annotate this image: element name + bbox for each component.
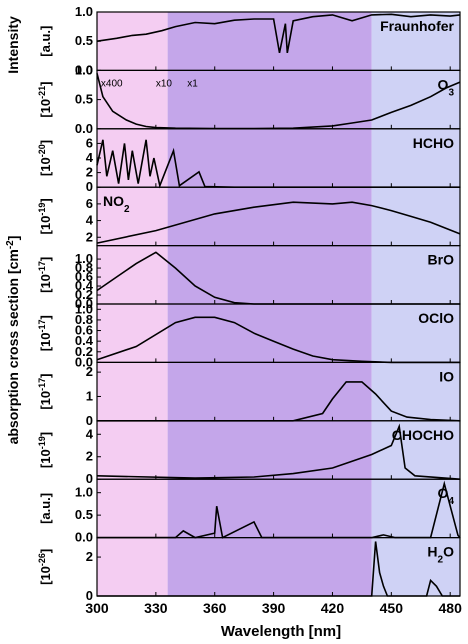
y-tick-label: 6 — [86, 135, 93, 150]
y-tick-label: 0 — [86, 588, 93, 603]
spectrum-line-io — [97, 381, 461, 422]
y-tick-label: 4 — [86, 213, 94, 228]
y-tick-label: 1.0 — [75, 251, 93, 266]
y-tick-label: 0.8 — [75, 260, 93, 275]
scale-annotation: x400 — [101, 78, 123, 89]
y-tick-label: 0.6 — [75, 269, 93, 284]
panel-no2: 24 6 [10-19] NO2 — [37, 186, 461, 247]
spectrum-line-bro — [96, 251, 460, 305]
species-label-io: IO — [439, 368, 454, 384]
x-tick-label: 330 — [144, 600, 168, 616]
scale-annotation: x10 — [156, 78, 173, 89]
spectrum-line-no2 — [96, 201, 461, 244]
unit-label: [10-17] — [37, 257, 53, 293]
unit-label: [10-17] — [37, 315, 53, 351]
y-tick-label: 2 — [86, 549, 93, 564]
y-tick-label: 0 — [86, 413, 93, 428]
x-tick-label: 300 — [85, 600, 109, 616]
spectrum-line-o4 — [97, 480, 461, 539]
scale-annotation: x1 — [187, 78, 198, 89]
species-label-no2: NO2 — [103, 193, 130, 215]
y-tick-label: 0.6 — [75, 323, 93, 338]
y-tick-label: 4 — [86, 426, 94, 441]
x-tick-label: 450 — [380, 600, 404, 616]
spectra-panels: 0.0 0.5 1.0 [a.u.] Fraunhofer 0.0 0.5 1.0 [10-21… — [37, 4, 461, 603]
unit-label: [a.u.] — [38, 493, 53, 524]
y-tick-label: 0.5 — [75, 92, 93, 107]
spectrum-line-oclo — [96, 316, 460, 364]
y-tick-label: 6 — [86, 196, 93, 211]
y-tick-label: 2 — [86, 449, 93, 464]
x-tick-label: 480 — [439, 600, 463, 616]
species-label-oclo: OClO — [418, 310, 454, 326]
y-tick-label: 0.0 — [75, 296, 93, 311]
y-tick-label: 0.4 — [75, 333, 94, 348]
intensity-axis-label: Intensity — [5, 16, 21, 74]
panel-oclo: 0.00.20.40.60.81.0 [10-17] OClO — [37, 301, 461, 369]
species-label-chocho: CHOCHO — [392, 427, 454, 443]
x-axis-label: Wavelength [nm] — [221, 623, 341, 640]
y-tick-label: 2 — [86, 364, 93, 379]
x-tick-label: 390 — [262, 600, 286, 616]
y-tick-label: 0.5 — [75, 507, 93, 522]
y-tick-label: 2 — [86, 229, 93, 244]
spectrum-line-chocho — [96, 423, 461, 480]
y-tick-label: 1 — [86, 388, 93, 403]
unit-label: [a.u.] — [38, 26, 53, 57]
y-tick-label: 0.4 — [75, 278, 94, 293]
y-tick-label: 2 — [86, 165, 93, 180]
y-tick-label: 0.0 — [75, 62, 93, 77]
y-tick-label: 0.8 — [75, 312, 93, 327]
unit-label: [10-26] — [37, 549, 53, 585]
y-tick-label: 0.0 — [75, 530, 93, 545]
y-tick-label: 0 — [86, 471, 93, 486]
x-axis: 300 330 360 390 420 450 480 — [85, 600, 462, 616]
panel-h2o: 0 2 [10-26] H2O — [37, 536, 461, 603]
y-tick-label: 0.2 — [75, 344, 93, 359]
y-axis-outer-label: absorption cross section [cm-2] — [5, 236, 22, 445]
species-label-bro: BrO — [428, 252, 455, 268]
unit-label: [10-19] — [37, 432, 53, 468]
panel-bro: 0.00.20.40.60.81.0 [10-17] BrO — [37, 245, 461, 311]
y-tick-label: 1.0 — [75, 301, 93, 316]
y-tick-label: 0.0 — [75, 354, 93, 369]
x-tick-label: 420 — [321, 600, 345, 616]
unit-label: [10-19] — [37, 198, 53, 234]
y-tick-label: 4 — [86, 150, 94, 165]
y-tick-label: 0.5 — [75, 33, 93, 48]
unit-label: [10-17] — [37, 374, 53, 410]
x-tick-label: 360 — [203, 600, 227, 616]
y-tick-label: 0.2 — [75, 287, 93, 302]
y-tick-label: 1.0 — [75, 4, 93, 19]
spectrum-line-h2o — [97, 541, 460, 597]
y-tick-label: 0.0 — [75, 121, 93, 136]
species-label-hcho: HCHO — [413, 135, 454, 151]
unit-label: [10-21] — [37, 82, 53, 118]
species-label-h2o: H2O — [427, 544, 454, 566]
unit-label: [10-20] — [37, 140, 53, 176]
y-tick-label: 0 — [86, 179, 93, 194]
species-label-o4: O4 — [438, 485, 455, 507]
y-tick-label: 1.0 — [75, 62, 93, 77]
species-label-fraunhofer: Fraunhofer — [380, 18, 454, 34]
y-tick-label: 1.0 — [75, 485, 93, 500]
species-label-o3: O3 — [438, 76, 455, 98]
spectrum-line-fraunhofer — [96, 13, 461, 54]
spectrum-line-hcho — [96, 139, 460, 189]
